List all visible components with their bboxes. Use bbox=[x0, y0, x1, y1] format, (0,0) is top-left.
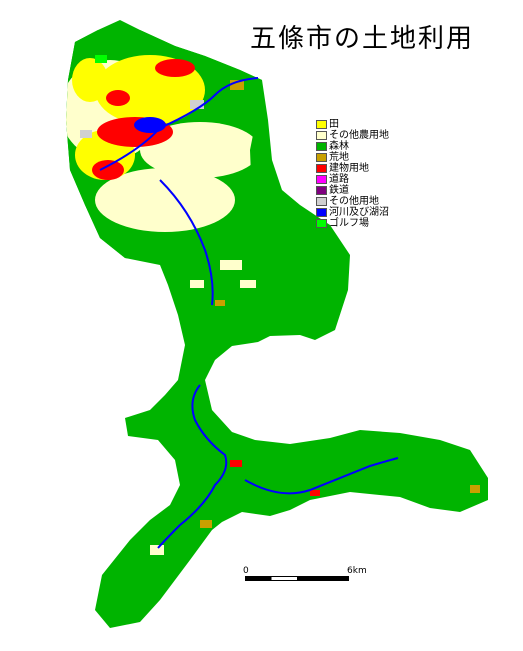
legend-label: 田 bbox=[329, 119, 339, 130]
legend-swatch bbox=[316, 164, 327, 173]
legend-label: 鉄道 bbox=[329, 185, 349, 196]
legend-item-roads: 道路 bbox=[316, 174, 389, 185]
legend-label: 河川及び湖沼 bbox=[329, 207, 389, 218]
legend-label: 建物用地 bbox=[329, 163, 369, 174]
legend-item-wasteland: 荒地 bbox=[316, 152, 389, 163]
scale-line bbox=[245, 576, 349, 581]
legend-label: その他農用地 bbox=[329, 130, 389, 141]
legend-item-other-use: その他用地 bbox=[316, 196, 389, 207]
legend-swatch bbox=[316, 142, 327, 151]
legend-swatch bbox=[316, 208, 327, 217]
legend-swatch bbox=[316, 153, 327, 162]
legend-label: ゴルフ場 bbox=[329, 218, 369, 229]
legend-swatch bbox=[316, 131, 327, 140]
legend-item-forest: 森林 bbox=[316, 141, 389, 152]
legend-item-golf: ゴルフ場 bbox=[316, 218, 389, 229]
scale-end-label: 6km bbox=[347, 566, 367, 576]
legend-label: 道路 bbox=[329, 174, 349, 185]
legend-label: その他用地 bbox=[329, 196, 379, 207]
legend-swatch bbox=[316, 186, 327, 195]
legend-item-rivers-lakes: 河川及び湖沼 bbox=[316, 207, 389, 218]
scale-start-label: 0 bbox=[243, 566, 249, 576]
scale-bar: 0 6km bbox=[243, 566, 367, 586]
legend-item-other-farmland: その他農用地 bbox=[316, 130, 389, 141]
legend-item-paddy: 田 bbox=[316, 119, 389, 130]
legend-swatch bbox=[316, 120, 327, 129]
legend-item-buildings: 建物用地 bbox=[316, 163, 389, 174]
legend-label: 荒地 bbox=[329, 152, 349, 163]
north-landuse bbox=[66, 30, 262, 260]
legend: 田 その他農用地 森林 荒地 建物用地 道路 鉄道 その他用地 河川及び湖沼 ゴ… bbox=[316, 119, 389, 229]
map-title: 五條市の土地利用 bbox=[250, 24, 475, 54]
scattered-fields bbox=[150, 260, 480, 555]
rivers bbox=[99, 77, 399, 549]
legend-swatch bbox=[316, 219, 327, 228]
legend-label: 森林 bbox=[329, 141, 349, 152]
legend-swatch bbox=[316, 197, 327, 206]
legend-swatch bbox=[316, 175, 327, 184]
legend-item-railway: 鉄道 bbox=[316, 185, 389, 196]
